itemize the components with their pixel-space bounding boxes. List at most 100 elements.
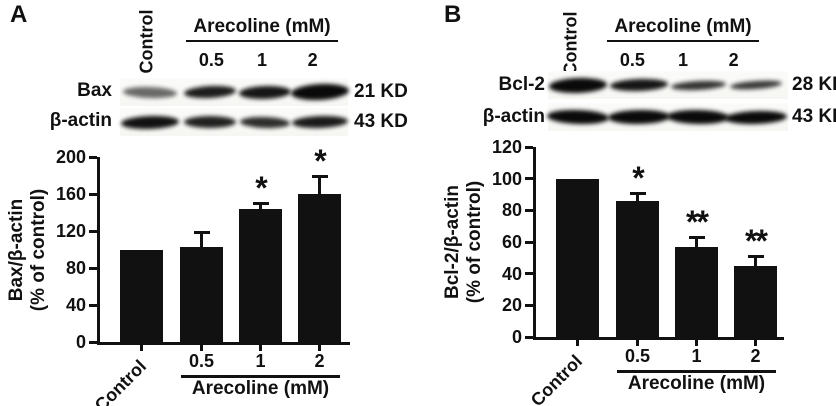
bar-2 (734, 265, 777, 337)
y-tick-label-80: 80 (501, 200, 522, 221)
blot-band-β-actin-lane2 (239, 115, 291, 129)
blot-b-bcl2-strip (548, 71, 788, 99)
blot-b-actin-strip (546, 103, 788, 131)
error-bar-cap-2 (747, 255, 764, 259)
x-tick-label-0.5: 0.5 (188, 351, 215, 371)
blot-b-dose-1: 1 (678, 50, 689, 70)
blot-band-Bax-lane2 (238, 84, 292, 100)
x-axis-title: Arecoline (mM) (191, 378, 330, 399)
blot-band-Bax-lane3 (290, 82, 350, 102)
y-tick-20 (525, 303, 533, 307)
y-tick-160 (89, 192, 97, 196)
y-tick-40 (525, 272, 533, 276)
x-tick-0.5 (200, 345, 203, 351)
y-tick-label-40: 40 (501, 263, 522, 284)
blot-band-β-actin-lane0 (120, 114, 180, 130)
y-tick-label-200: 200 (55, 147, 86, 167)
x-tick-Control (140, 345, 143, 351)
significance-star-1: * (255, 170, 267, 207)
blot-b-actin-label: β-actin (482, 106, 545, 127)
y-tick-120 (89, 229, 97, 233)
error-bar-cap-2 (311, 175, 328, 179)
blot-a-control-text: Control (136, 9, 157, 73)
x-tick-0.5 (636, 340, 639, 346)
blot-a-dose-labels: 0.5 1 2 (186, 50, 338, 71)
x-tick-label-1: 1 (255, 351, 266, 371)
blot-band-Bax-lane0 (122, 85, 178, 99)
significance-star-1: ** (686, 204, 709, 241)
blot-b-bcl2-mw: 28 KD (792, 74, 836, 95)
y-tick-0 (89, 340, 97, 344)
y-tick-label-80: 80 (65, 258, 86, 278)
error-bar-cap-0.5 (629, 191, 646, 195)
x-tick-label-control: Control (526, 351, 586, 406)
blot-a-dose-1: 1 (257, 50, 268, 70)
y-tick-label-160: 160 (55, 184, 86, 204)
error-bar-0.5 (200, 231, 203, 247)
x-tick-Control (576, 340, 579, 346)
y-tick-0 (525, 335, 533, 339)
blot-b-control-text: Control (560, 11, 581, 75)
error-bar-0.5 (636, 192, 639, 201)
blot-b-dose-2: 2 (728, 50, 739, 70)
significance-star-0.5: * (632, 159, 644, 196)
x-tick-label-1: 1 (691, 346, 702, 366)
chart-a-ylabel-line2: (% of control) (28, 188, 49, 311)
blot-band-β-actin-lane1 (184, 116, 236, 128)
blot-a-bax-mw: 21 KD (354, 81, 408, 102)
bar-chart-b: 0 20 40 60 80 100 120 Control * 0.5 ** 1 ** 2 Arecolin… (492, 137, 784, 406)
blot-b-dose-0.5: 0.5 (619, 50, 645, 70)
blot-a-dose-0.5: 0.5 (198, 50, 224, 70)
bar-Control (556, 178, 599, 337)
blot-a-actin-label: β-actin (49, 110, 112, 131)
treatment-underline (617, 370, 776, 373)
error-bar-2 (318, 176, 321, 194)
blot-band-β-actin-lane1 (607, 109, 671, 125)
x-tick-label-2: 2 (750, 346, 761, 366)
error-bar-1 (695, 237, 698, 247)
error-bar-2 (754, 256, 757, 266)
y-tick-label-120: 120 (491, 137, 522, 157)
blot-b-treatment-title: Arecoline (mM) (607, 16, 759, 42)
blot-band-β-actin-lane2 (666, 109, 730, 125)
significance-star-2: ** (745, 223, 768, 260)
blot-a-dose-2: 2 (307, 50, 318, 70)
blot-a-control-lane-label: Control (112, 6, 182, 76)
blot-b-control-lane-label: Control (536, 8, 606, 78)
y-tick-label-40: 40 (65, 295, 86, 315)
blot-a-actin-strip (120, 108, 349, 136)
bar-2 (298, 194, 341, 342)
x-tick-2 (754, 340, 757, 346)
bar-0.5 (180, 246, 223, 342)
blot-band-Bcl-2-lane0 (548, 76, 608, 94)
y-tick-label-60: 60 (501, 232, 522, 252)
y-tick-label-0: 0 (511, 327, 522, 347)
significance-star-2: * (314, 143, 326, 180)
treatment-underline (181, 375, 340, 378)
x-tick-label-2: 2 (314, 351, 325, 371)
x-tick-2 (318, 345, 321, 351)
blot-a-actin-mw: 43 KD (354, 111, 408, 132)
blot-b-bcl2-label: Bcl-2 (498, 74, 545, 95)
blot-band-Bcl-2-lane2 (670, 79, 726, 91)
blot-band-β-actin-lane0 (546, 108, 610, 126)
error-bar-cap-1 (252, 202, 269, 206)
blot-band-Bax-lane1 (183, 84, 237, 100)
panel-b-letter: B (444, 1, 462, 28)
y-tick-200 (89, 155, 97, 159)
blot-a-bax-label: Bax (77, 80, 112, 101)
y-tick-60 (525, 240, 533, 244)
blot-a-treatment-title: Arecoline (mM) (186, 16, 338, 42)
blot-band-β-actin-lane3 (291, 115, 349, 129)
bar-1 (239, 208, 282, 342)
y-tick-40 (89, 303, 97, 307)
blot-band-Bcl-2-lane1 (609, 77, 669, 93)
y-tick-120 (525, 145, 533, 149)
blot-band-β-actin-lane3 (724, 109, 788, 125)
chart-a-ylabel-line1: Bax/β-actin (6, 198, 27, 301)
y-tick-80 (525, 208, 533, 212)
bar-1 (675, 246, 718, 337)
y-tick-label-100: 100 (491, 168, 522, 189)
y-tick-label-120: 120 (55, 221, 86, 241)
y-tick-label-0: 0 (75, 332, 86, 352)
